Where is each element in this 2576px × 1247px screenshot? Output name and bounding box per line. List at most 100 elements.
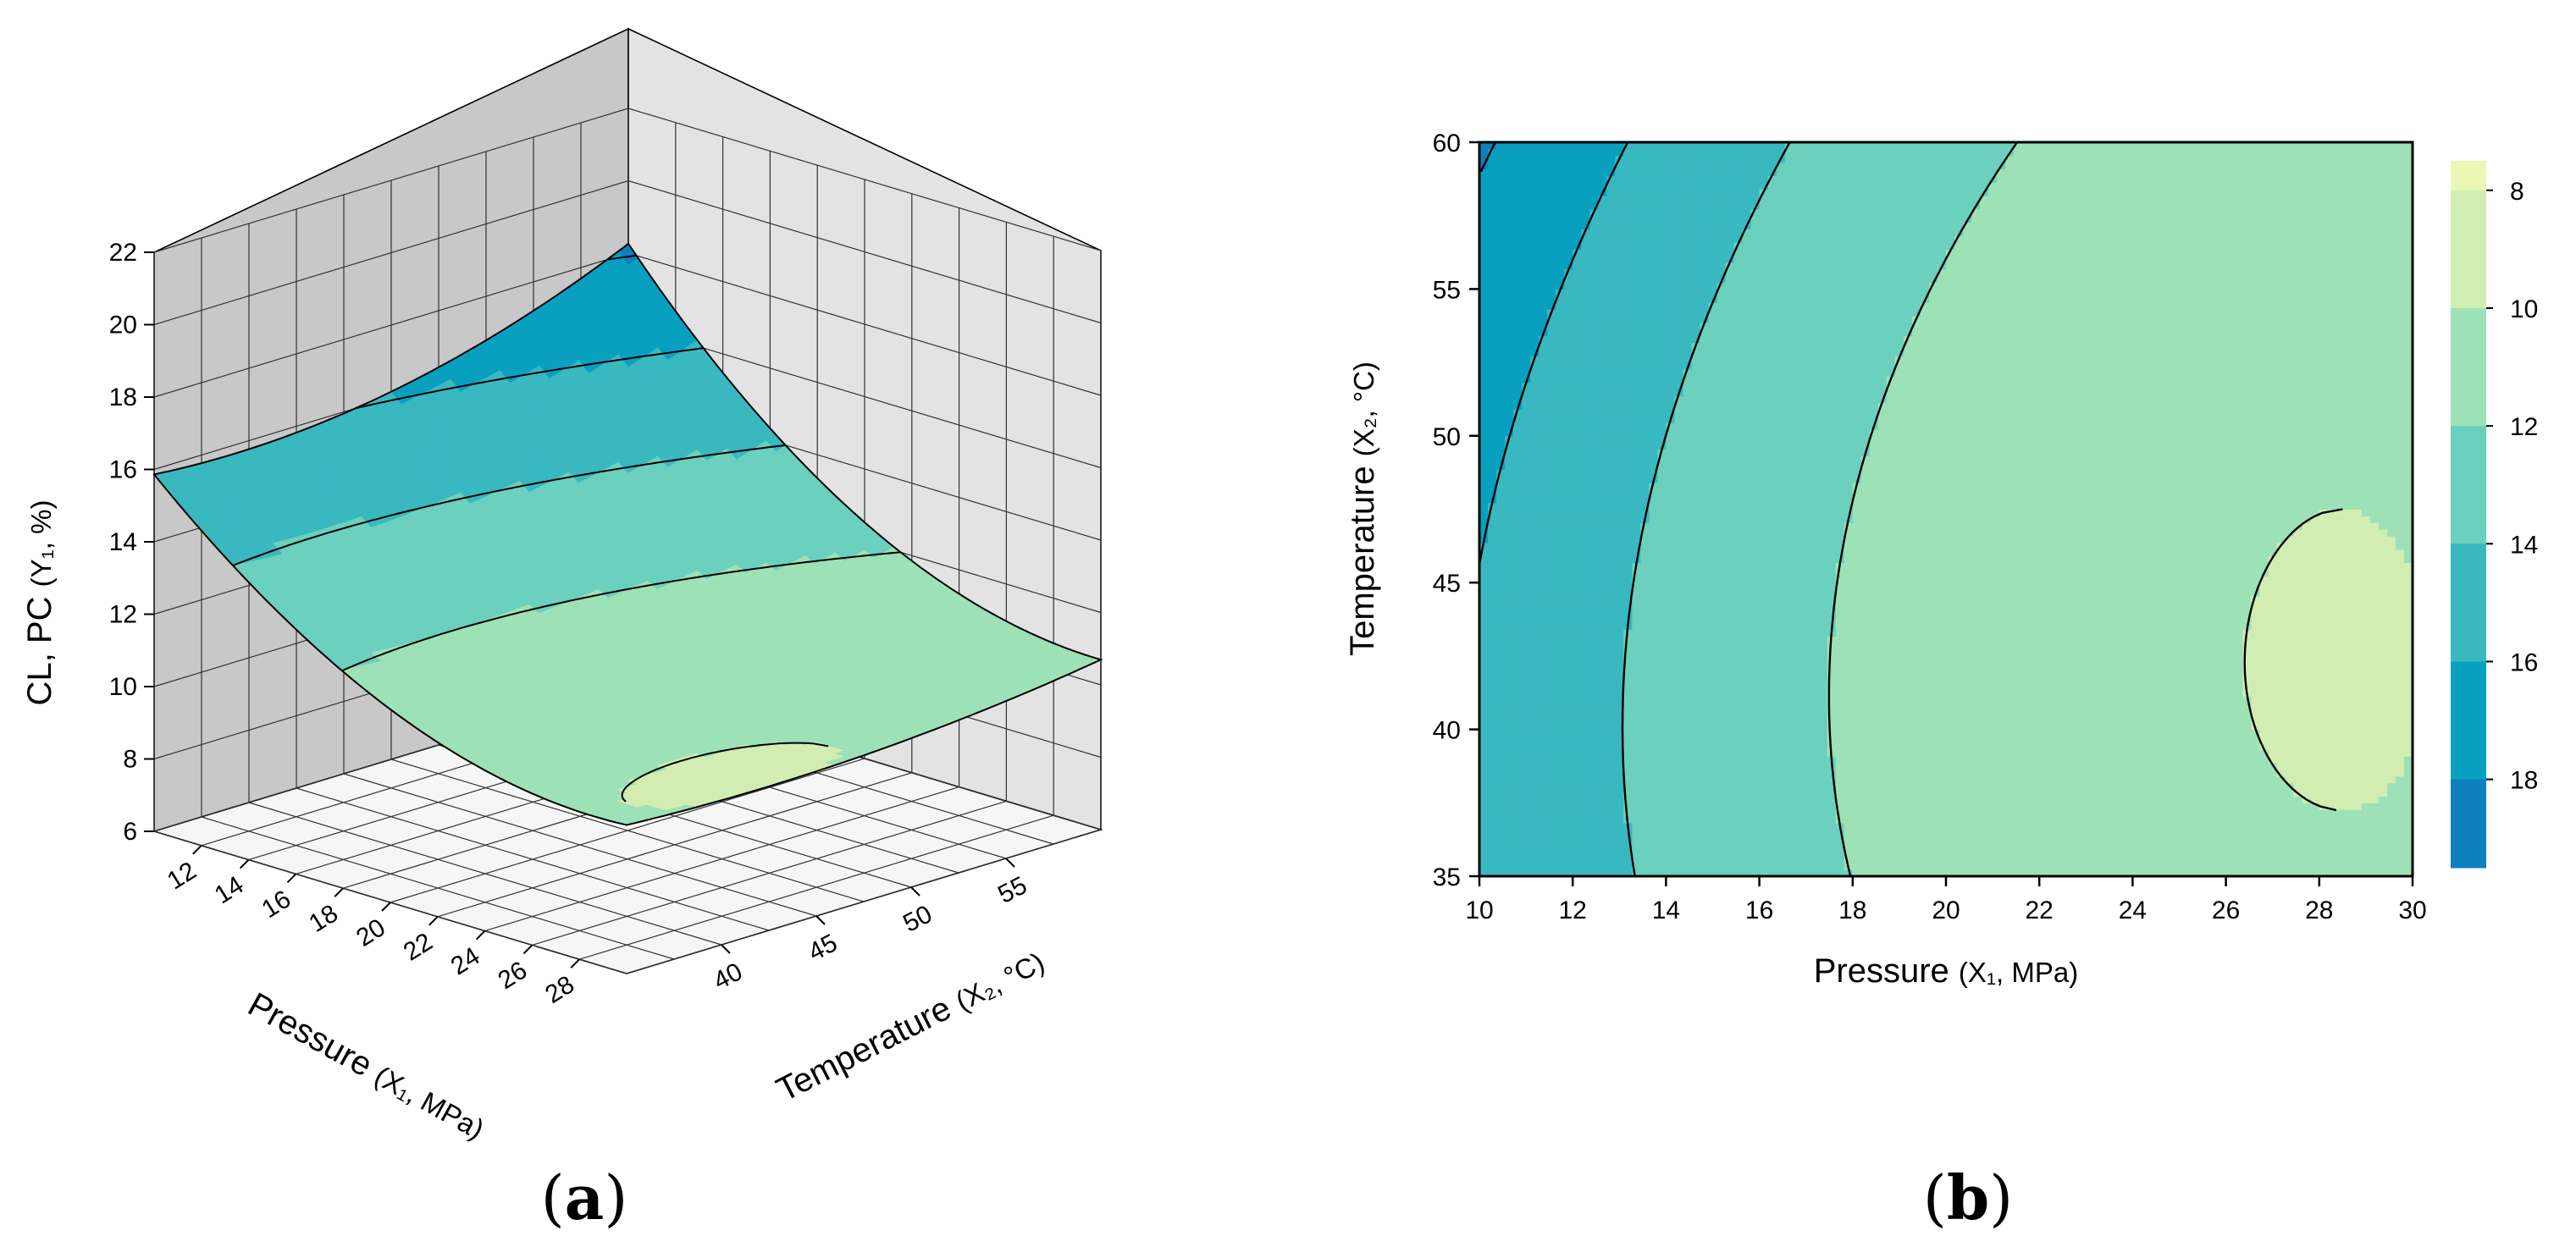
contour-cell [1640,375,1650,383]
contour-cell [1598,155,1607,163]
contour-cell [1657,562,1667,571]
contour-cell [1556,549,1565,557]
contour-cell [1657,775,1667,784]
contour-cell [1615,789,1624,797]
contour-cell [1513,342,1523,350]
contour-cell [1615,569,1624,577]
contour-cell [1606,328,1616,337]
contour-cell [1640,409,1650,417]
contour-cell [1479,395,1489,403]
contour-cell [1598,435,1607,444]
contour-cell [1556,389,1565,397]
contour-cell [1539,522,1548,530]
contour-cell [1479,155,1489,163]
contour-cell [1547,282,1556,290]
contour-cell [1649,842,1658,851]
contour-cell [1530,836,1540,844]
contour-cell [1522,649,1531,657]
contour-cell [1640,562,1650,571]
contour-cell [1564,335,1573,344]
contour-cell [1632,382,1641,390]
contour-cell [1657,168,1667,177]
contour-cell [1496,222,1506,230]
contour-cell [1649,595,1658,604]
contour-cell [1598,196,1607,203]
contour-cell [1598,342,1607,350]
contour-cell [1556,836,1565,844]
contour-cell [1649,655,1658,664]
contour-cell [1666,495,1676,504]
contour-cell [1623,636,1633,643]
contour-cell [1649,643,1658,650]
contour-cell [1623,208,1633,217]
contour-cell [1573,295,1582,303]
contour-cell [1598,389,1607,397]
contour-cell [1573,643,1582,650]
contour-cell [1505,822,1514,830]
contour-cell [1505,676,1514,684]
contour-cell [1556,155,1565,163]
contour-cell [1657,696,1667,704]
contour-cell [1623,722,1633,731]
contour-cell [1581,595,1590,604]
contour-cell [1640,422,1650,430]
contour-cell [1615,722,1624,731]
contour-cell [1589,182,1599,190]
contour-cell [1522,636,1531,643]
contour-cell [1547,775,1556,784]
contour-cell [1581,609,1590,617]
contour-cell [1657,289,1667,296]
contour-cell [1657,368,1667,377]
contour-cell [1589,736,1599,743]
contour-cell [1556,162,1565,170]
contour-cell [1666,763,1676,770]
contour-cell [1573,669,1582,677]
contour-cell [1479,382,1489,390]
contour-cell [1623,542,1633,550]
contour-cell [1539,142,1548,150]
contour-cell [1564,562,1573,571]
contour-cell [1657,402,1667,410]
contour-cell [1657,629,1667,637]
contour-cell [1479,849,1489,857]
contour-cell [1479,402,1489,410]
contour-cell [1598,229,1607,236]
contour-cell [1564,428,1573,437]
contour-cell [1488,389,1497,397]
contour-cell [1632,449,1641,457]
contour-cell [1640,368,1650,377]
contour-cell [1505,302,1514,310]
contour-cell [1666,268,1676,277]
contour-cell [1513,782,1523,791]
contour-cell [1657,522,1667,530]
contour-cell [1479,555,1489,564]
contour-cell [1632,763,1641,770]
contour-cell [1556,682,1565,690]
contour-cell [1623,395,1633,403]
contour-cell [1598,395,1607,403]
contour-cell [1522,836,1531,844]
contour-cell [1615,763,1624,770]
contour-cell [1615,229,1624,236]
contour-cell [1513,842,1523,851]
contour-cell [1632,742,1641,750]
contour-cell [1505,769,1514,777]
contour-cell [1556,589,1565,597]
contour-cell [1522,536,1531,543]
contour-cell [1573,395,1582,403]
contour-cell [1505,576,1514,583]
contour-cell [1606,282,1616,290]
contour-cell [1513,676,1523,684]
contour-cell [1505,495,1514,504]
contour-cell [1623,569,1633,577]
contour-cell [1556,349,1565,356]
contour-cell [1539,162,1548,170]
contour-cell [1573,182,1582,190]
contour-cell [1488,215,1497,223]
contour-cell [1488,576,1497,583]
contour-cell [1539,289,1548,296]
contour-cell [1657,749,1667,757]
contour-cell [1581,703,1590,710]
contour-cell [1547,609,1556,617]
